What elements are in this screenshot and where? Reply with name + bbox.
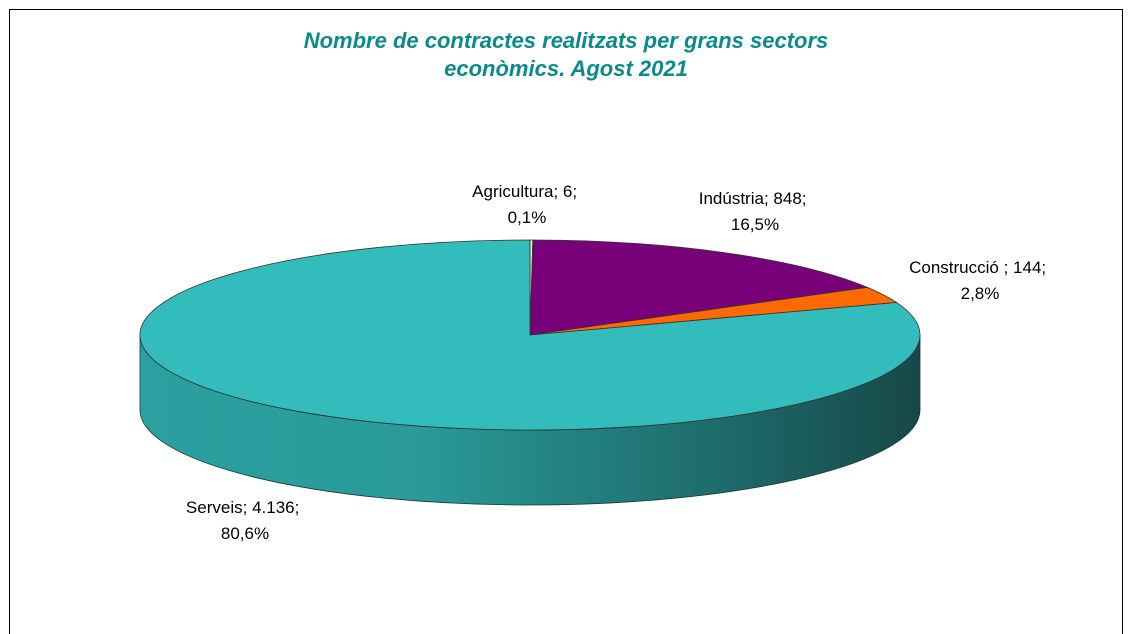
chart-title: econòmics. Agost 2021 bbox=[444, 56, 688, 81]
data-label-value: 6 bbox=[563, 182, 572, 201]
data-label-value: 848 bbox=[773, 189, 801, 208]
data-label-separator: ; bbox=[802, 189, 811, 208]
slice bbox=[139, 239, 921, 431]
data-label-separator: ; bbox=[1041, 258, 1050, 277]
data-label-value: 144 bbox=[1013, 258, 1041, 277]
data-label: Construcció ; 144; bbox=[909, 258, 1051, 277]
data-label-separator: ; bbox=[1004, 258, 1013, 277]
data-label-category: Agricultura bbox=[472, 182, 554, 201]
data-label: Indústria; 848; bbox=[699, 189, 811, 208]
data-label-category: Construcció bbox=[909, 258, 1003, 277]
data-label-separator: ; bbox=[764, 189, 773, 208]
chart-title: Nombre de contractes realitzats per gran… bbox=[304, 28, 829, 53]
data-label-value: 4.136 bbox=[252, 498, 295, 517]
data-label-category: Indústria bbox=[699, 189, 765, 208]
data-label-percentage: 2,8% bbox=[961, 284, 1000, 303]
data-label: Agricultura; 6; bbox=[472, 182, 582, 201]
data-label-category: Serveis bbox=[186, 498, 243, 517]
data-label-percentage: 16,5% bbox=[731, 215, 779, 234]
data-label-separator: ; bbox=[243, 498, 252, 517]
data-label-separator: ; bbox=[295, 498, 304, 517]
data-label: Serveis; 4.136; bbox=[186, 498, 304, 517]
data-label-separator: ; bbox=[572, 182, 581, 201]
slice bbox=[529, 239, 869, 336]
data-label-separator: ; bbox=[553, 182, 562, 201]
data-label-percentage: 80,6% bbox=[221, 524, 269, 543]
data-label-percentage: 0,1% bbox=[508, 208, 547, 227]
